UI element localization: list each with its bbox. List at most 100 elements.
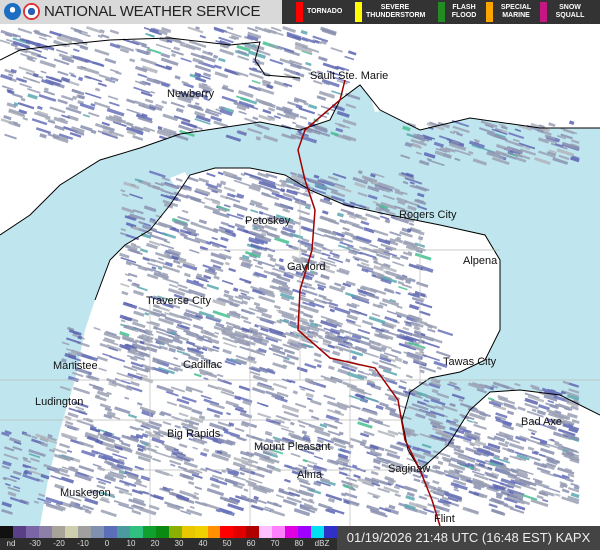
radar-echo <box>38 493 46 498</box>
radar-echo <box>129 58 136 63</box>
radar-echo <box>389 409 396 414</box>
radar-echo <box>241 456 259 464</box>
radar-echo <box>126 126 144 136</box>
radar-echo <box>286 31 302 39</box>
radar-echo <box>257 260 276 268</box>
radar-echo <box>375 329 383 334</box>
radar-echo <box>283 410 299 418</box>
radar-echo <box>283 109 300 118</box>
radar-echo <box>108 381 118 388</box>
radar-echo <box>330 131 339 137</box>
radar-echo <box>216 373 224 378</box>
radar-echo <box>77 76 84 82</box>
radar-echo <box>361 319 374 326</box>
radar-echo <box>280 182 295 190</box>
radar-echo <box>322 62 339 71</box>
radar-echo <box>286 188 299 196</box>
radar-map[interactable] <box>0 24 600 526</box>
radar-echo <box>131 39 147 47</box>
radar-echo <box>301 497 315 504</box>
radar-echo <box>298 424 306 428</box>
radar-echo <box>213 275 220 280</box>
radar-echo <box>10 42 18 48</box>
radar-echo <box>322 267 336 274</box>
radar-echo <box>403 351 421 359</box>
color-swatch <box>486 2 493 22</box>
radar-echo <box>365 213 381 221</box>
radar-echo <box>337 342 351 349</box>
radar-echo <box>334 122 350 129</box>
radar-echo <box>371 273 377 278</box>
radar-echo <box>214 71 229 79</box>
radar-echo <box>401 283 413 289</box>
radar-echo <box>389 411 397 416</box>
radar-echo <box>241 300 248 305</box>
radar-echo <box>402 360 409 365</box>
radar-echo <box>402 180 409 185</box>
radar-echo <box>146 230 153 236</box>
radar-echo <box>264 224 278 232</box>
radar-echo <box>406 228 412 233</box>
radar-echo <box>254 265 264 270</box>
radar-echo <box>316 95 327 101</box>
radar-echo <box>130 125 144 133</box>
radar-echo <box>205 182 218 190</box>
radar-echo <box>235 95 251 102</box>
radar-echo <box>71 88 85 96</box>
radar-echo <box>321 252 331 257</box>
radar-echo <box>130 434 140 440</box>
radar-echo <box>86 26 102 34</box>
radar-echo <box>241 294 255 300</box>
radar-echo <box>571 139 580 145</box>
radar-echo <box>140 425 151 430</box>
radar-echo <box>52 133 69 141</box>
radar-echo <box>49 448 55 453</box>
radar-echo <box>377 237 391 246</box>
radar-echo <box>333 76 351 84</box>
radar-echo <box>512 138 520 143</box>
site-title: NATIONAL WEATHER SERVICE <box>44 3 261 20</box>
radar-echo <box>236 130 247 137</box>
city-label: Rogers City <box>399 209 457 221</box>
radar-echo <box>298 215 315 224</box>
radar-echo <box>108 101 120 107</box>
radar-echo <box>68 72 75 76</box>
radar-echo <box>396 334 414 343</box>
radar-echo <box>382 262 391 269</box>
radar-echo <box>139 80 146 86</box>
radar-echo <box>237 396 253 403</box>
scale-tick-label: nd <box>6 539 16 548</box>
radar-echo <box>9 437 22 444</box>
radar-echo <box>234 339 249 347</box>
radar-echo <box>177 283 188 289</box>
radar-echo <box>249 230 263 237</box>
radar-echo <box>109 29 120 35</box>
radar-echo <box>251 365 268 374</box>
radar-echo <box>22 117 29 121</box>
radar-echo <box>28 452 41 459</box>
radar-echo <box>47 133 60 139</box>
radar-echo <box>334 420 343 425</box>
radar-echo <box>203 204 221 213</box>
radar-echo <box>383 376 396 383</box>
radar-echo <box>317 286 325 291</box>
radar-echo <box>100 509 117 518</box>
radar-echo <box>173 219 189 228</box>
radar-echo <box>152 357 167 364</box>
radar-echo <box>238 110 247 115</box>
radar-echo <box>196 224 215 232</box>
radar-echo <box>300 225 314 233</box>
radar-echo <box>318 55 328 62</box>
radar-echo <box>240 315 249 321</box>
radar-echo <box>268 214 284 223</box>
radar-echo <box>102 339 119 346</box>
radar-echo <box>135 48 151 55</box>
radar-echo <box>451 393 465 400</box>
scale-tick-label: 80 <box>294 539 304 548</box>
radar-echo <box>70 126 85 134</box>
radar-echo <box>276 319 283 324</box>
radar-echo <box>261 312 273 319</box>
radar-echo <box>120 228 127 232</box>
radar-echo <box>29 78 41 84</box>
radar-echo <box>425 412 437 419</box>
